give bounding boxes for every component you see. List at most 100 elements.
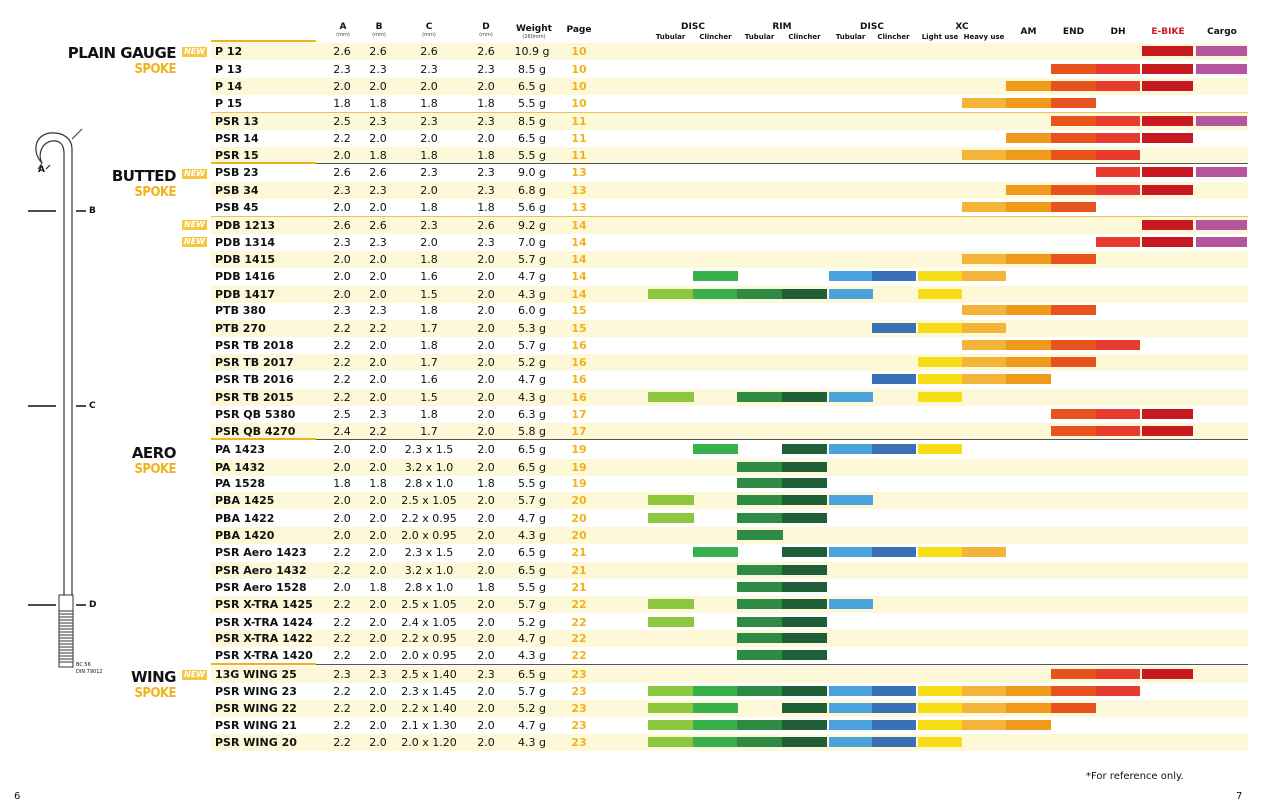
- spoke-head-inner: [39, 140, 65, 595]
- value-weight: 5.5 g: [518, 581, 546, 594]
- header-rim-clincher-label: Clincher: [788, 33, 821, 41]
- usage-bar: [693, 289, 738, 299]
- value-b: 2.0: [369, 736, 387, 749]
- value-a: 2.6: [333, 219, 351, 232]
- usage-bar: [1051, 686, 1096, 696]
- category-butted-title: BUTTED: [111, 167, 177, 185]
- value-d: 2.0: [477, 461, 495, 474]
- usage-bar: [737, 495, 783, 505]
- header-weight: Weight (260mm): [514, 24, 554, 40]
- spoke-head-outline: [35, 132, 73, 595]
- value-d: 2.6: [477, 45, 495, 58]
- usage-bar: [1142, 237, 1193, 247]
- header-dh: DH: [1096, 27, 1140, 37]
- value-d: 2.0: [477, 719, 495, 732]
- model-name: PSR TB 2018: [215, 339, 294, 352]
- usage-bar: [1006, 340, 1051, 350]
- value-d: 2.0: [477, 288, 495, 301]
- usage-bar: [782, 582, 827, 592]
- value-c: 2.3: [420, 166, 438, 179]
- usage-bar: [737, 392, 783, 402]
- value-weight: 5.2 g: [518, 616, 546, 629]
- usage-bar: [1096, 150, 1140, 160]
- value-a: 1.8: [333, 97, 351, 110]
- value-weight: 4.3 g: [518, 391, 546, 404]
- value-page: 23: [571, 736, 587, 749]
- value-weight: 5.8 g: [518, 425, 546, 438]
- value-c: 1.8: [420, 253, 438, 266]
- header-rim-tubular: Tubular: [737, 32, 782, 42]
- value-weight: 6.8 g: [518, 184, 546, 197]
- usage-bar: [648, 392, 694, 402]
- footnote: *For reference only.: [1086, 771, 1184, 782]
- model-name: PSR TB 2016: [215, 373, 294, 386]
- usage-bar: [829, 599, 873, 609]
- usage-bar: [1006, 703, 1051, 713]
- value-weight: 6.3 g: [518, 408, 546, 421]
- value-a: 1.8: [333, 477, 351, 490]
- usage-bar: [1006, 150, 1051, 160]
- usage-bar: [693, 271, 738, 281]
- usage-bar: [1051, 409, 1096, 419]
- usage-bar: [962, 98, 1006, 108]
- value-d: 2.0: [477, 270, 495, 283]
- value-page: 21: [571, 581, 587, 594]
- value-b: 2.0: [369, 373, 387, 386]
- value-b: 2.0: [369, 270, 387, 283]
- value-weight: 6.0 g: [518, 304, 546, 317]
- value-a: 2.0: [333, 494, 351, 507]
- usage-bar: [1051, 426, 1096, 436]
- value-b: 2.0: [369, 546, 387, 559]
- value-b: 2.0: [369, 288, 387, 301]
- usage-bar: [648, 513, 694, 523]
- usage-bar: [1096, 686, 1140, 696]
- model-name: PSR Aero 1432: [215, 564, 307, 577]
- usage-bar: [918, 323, 962, 333]
- value-d: 2.0: [477, 702, 495, 715]
- usage-bar: [737, 720, 783, 730]
- value-d: 2.0: [477, 322, 495, 335]
- value-c: 1.8: [420, 339, 438, 352]
- header-end-label: END: [1062, 27, 1085, 37]
- value-d: 2.0: [477, 80, 495, 93]
- value-page: 17: [571, 408, 587, 421]
- spoke-thread-lines: [59, 610, 73, 663]
- value-b: 2.0: [369, 512, 387, 525]
- header-disc2-clincher-label: Clincher: [877, 33, 910, 41]
- underline-aero: [211, 663, 316, 665]
- value-weight: 4.7 g: [518, 373, 546, 386]
- header-c: C (mm): [419, 22, 439, 38]
- value-page: 19: [571, 477, 587, 490]
- usage-bar: [782, 289, 827, 299]
- usage-bar: [1142, 64, 1193, 74]
- value-page: 17: [571, 425, 587, 438]
- usage-bar: [1006, 305, 1051, 315]
- value-weight: 7.0 g: [518, 236, 546, 249]
- usage-bar: [693, 720, 738, 730]
- value-b: 2.0: [369, 632, 387, 645]
- value-b: 2.6: [369, 166, 387, 179]
- value-b: 1.8: [369, 149, 387, 162]
- model-name: PSR WING 22: [215, 702, 297, 715]
- usage-bar: [648, 617, 694, 627]
- usage-bar: [962, 357, 1006, 367]
- model-name: P 13: [215, 63, 243, 76]
- value-a: 2.4: [333, 425, 351, 438]
- value-d: 2.0: [477, 564, 495, 577]
- value-a: 2.5: [333, 408, 351, 421]
- usage-bar: [872, 271, 916, 281]
- value-page: 21: [571, 546, 587, 559]
- header-xc-light-label: Light use: [921, 33, 959, 41]
- value-c: 1.8: [420, 408, 438, 421]
- value-page: 20: [571, 494, 587, 507]
- value-weight: 5.5 g: [518, 477, 546, 490]
- usage-bar: [1051, 150, 1096, 160]
- value-d: 1.8: [477, 477, 495, 490]
- model-name: PSR Aero 1528: [215, 581, 307, 594]
- value-c: 2.0 x 1.20: [401, 736, 457, 749]
- usage-bar: [962, 374, 1006, 384]
- category-butted-subtitle: SPOKE: [134, 185, 177, 200]
- value-a: 2.2: [333, 391, 351, 404]
- usage-bar: [918, 271, 962, 281]
- value-a: 2.3: [333, 184, 351, 197]
